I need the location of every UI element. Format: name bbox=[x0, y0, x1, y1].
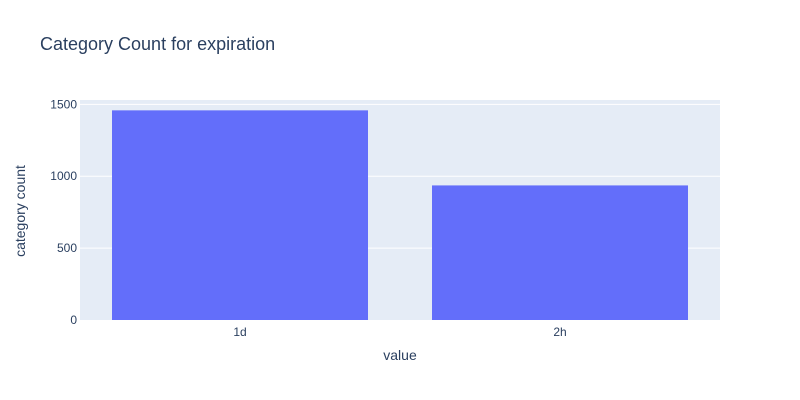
x-tick-label: 2h bbox=[553, 325, 566, 339]
x-tick-label: 1d bbox=[233, 325, 246, 339]
x-tick-labels: 1d 2h bbox=[233, 325, 566, 339]
y-axis-label: category count bbox=[12, 165, 28, 257]
y-tick-label: 500 bbox=[57, 241, 77, 255]
y-tick-labels: 0 500 1000 1500 bbox=[50, 97, 77, 327]
x-axis-label: value bbox=[383, 347, 417, 363]
bar-1d[interactable] bbox=[112, 110, 368, 321]
y-tick-label: 0 bbox=[70, 313, 77, 327]
bars bbox=[112, 110, 688, 321]
bar-2h[interactable] bbox=[432, 185, 688, 320]
y-tick-label: 1500 bbox=[50, 97, 77, 111]
y-tick-label: 1000 bbox=[50, 169, 77, 183]
chart-title: Category Count for expiration bbox=[40, 34, 275, 54]
